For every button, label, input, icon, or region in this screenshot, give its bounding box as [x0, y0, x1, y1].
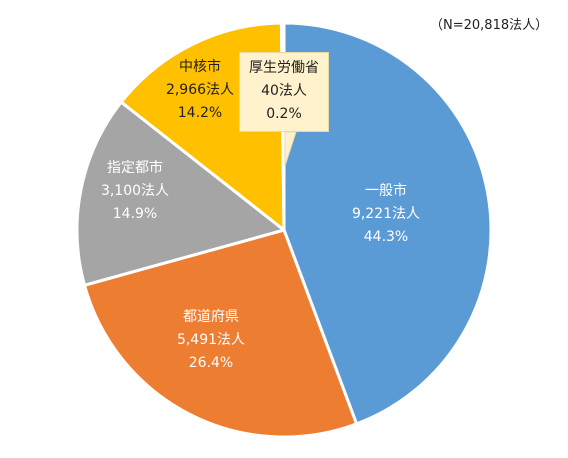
- slice-label-count: 40法人: [261, 83, 307, 99]
- slice-label-count: 9,221法人: [351, 206, 421, 222]
- slice-label-todofuken: 都道府県 5,491法人 26.4%: [151, 306, 271, 375]
- slice-label-percent: 14.2%: [177, 105, 223, 121]
- slice-ippanshi: [282, 21, 493, 426]
- sample-size-note: （N=20,818法人）: [430, 18, 549, 33]
- slice-label-count: 2,966法人: [165, 82, 235, 98]
- slice-label-shitei-toshi: 指定都市 3,100法人 14.9%: [75, 157, 195, 226]
- slice-label-name: 中核市: [179, 59, 221, 75]
- slice-label-name: 厚生労働省: [249, 60, 319, 76]
- callout-label-mhlw: 厚生労働省 40法人 0.2%: [239, 52, 329, 132]
- slice-label-name: 指定都市: [107, 160, 163, 176]
- slice-label-chukakushi: 中核市 2,966法人 14.2%: [140, 56, 260, 125]
- slice-label-percent: 0.2%: [266, 106, 302, 122]
- slice-todofuken: [83, 228, 359, 439]
- slice-label-percent: 26.4%: [188, 355, 234, 371]
- slice-label-ippanshi: 一般市 9,221法人 44.3%: [326, 180, 446, 249]
- callout-pointer: [284, 131, 297, 167]
- slice-label-name: 都道府県: [183, 309, 239, 325]
- slice-label-percent: 44.3%: [363, 229, 409, 245]
- slice-shitei-toshi: [75, 100, 286, 287]
- slice-label-name: 一般市: [365, 183, 407, 199]
- slice-label-count: 5,491法人: [176, 332, 246, 348]
- slice-label-percent: 14.9%: [112, 206, 158, 222]
- slice-label-count: 3,100法人: [100, 183, 170, 199]
